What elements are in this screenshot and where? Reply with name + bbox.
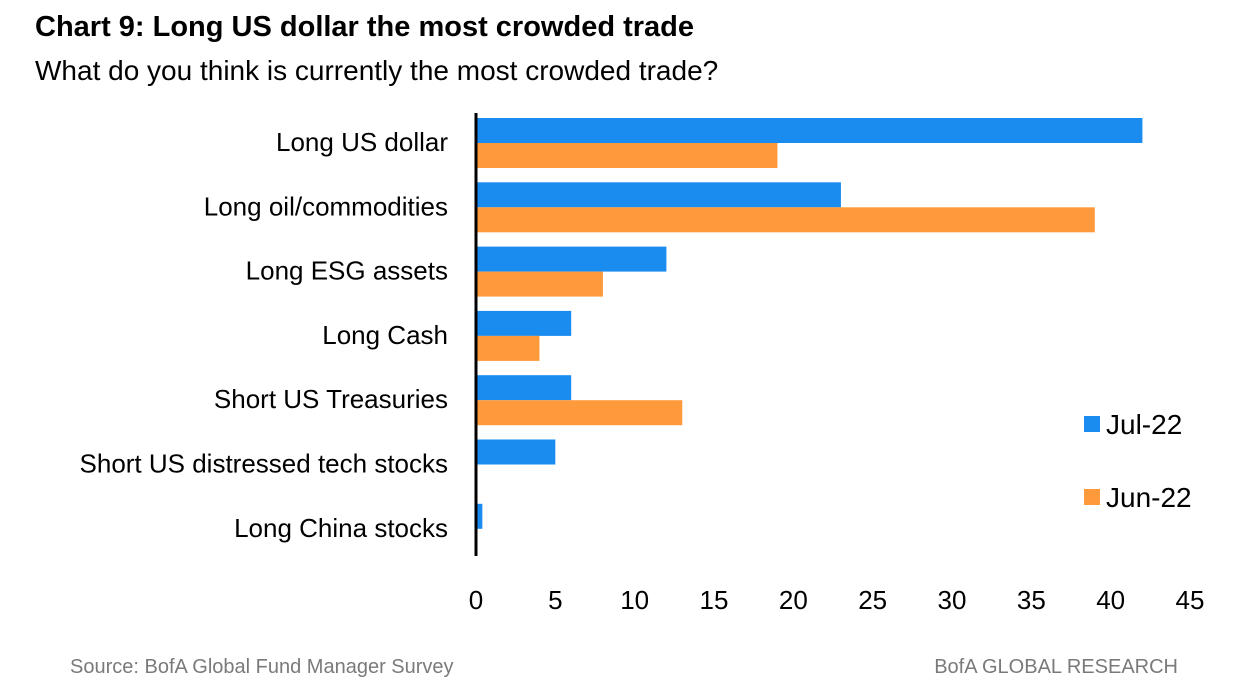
bar-jun-22-long-cash [476,335,540,361]
category-label-short-us-distressed-tech-stocks: Short US distressed tech stocks [80,449,448,479]
legend-label-jun-22: Jun-22 [1106,482,1192,513]
brand-label: BofA GLOBAL RESEARCH [934,656,1178,678]
bar-jul-22-long-us-dollar [476,118,1143,143]
bar-jun-22-long-esg-assets [476,271,603,297]
x-tick-label-5: 5 [548,585,562,615]
category-labels: Long US dollar Long oil/commodities Long E… [80,127,449,543]
category-label-short-us-treasuries: Short US Treasuries [214,384,448,414]
bar-jun-22-long-us-dollar [476,143,778,168]
x-tick-label-10: 10 [620,585,649,615]
bar-jul-22-long-oil-commodities [476,182,841,208]
legend: Jul-22 Jun-22 [1084,409,1192,513]
category-label-long-cash: Long Cash [322,320,448,350]
bar-jul-22-long-esg-assets [476,246,667,272]
category-label-long-china-stocks: Long China stocks [234,513,448,543]
legend-swatch-jun-22 [1084,489,1100,505]
x-tick-label-25: 25 [858,585,887,615]
x-tick-label-30: 30 [938,585,967,615]
bar-jun-22-long-oil-commodities [476,207,1095,233]
legend-label-jul-22: Jul-22 [1106,409,1182,440]
bar-jul-22-long-cash [476,310,572,336]
category-label-long-esg-assets: Long ESG assets [246,256,448,286]
category-label-long-oil-commodities: Long oil/commodities [204,191,448,221]
bar-jun-22-short-us-treasuries [476,400,683,426]
x-tick-label-15: 15 [700,585,729,615]
x-tick-label-45: 45 [1176,585,1205,615]
chart-subtitle: What do you think is currently the most … [35,55,719,86]
x-tick-label-0: 0 [469,585,483,615]
bars [476,118,1143,529]
x-tick-label-20: 20 [779,585,808,615]
bar-jul-22-short-us-distressed-tech-stocks [476,439,556,465]
bar-jul-22-long-china-stocks [476,503,483,529]
x-tick-label-40: 40 [1096,585,1125,615]
legend-swatch-jul-22 [1084,416,1100,432]
source-note: Source: BofA Global Fund Manager Survey [70,656,454,678]
bar-jul-22-short-us-treasuries [476,375,572,401]
category-label-long-us-dollar: Long US dollar [276,127,448,157]
chart-title: Chart 9: Long US dollar the most crowded… [35,11,695,43]
x-tick-label-35: 35 [1017,585,1046,615]
x-axis-ticks: 0 5 10 15 20 25 30 35 40 45 [469,585,1205,615]
